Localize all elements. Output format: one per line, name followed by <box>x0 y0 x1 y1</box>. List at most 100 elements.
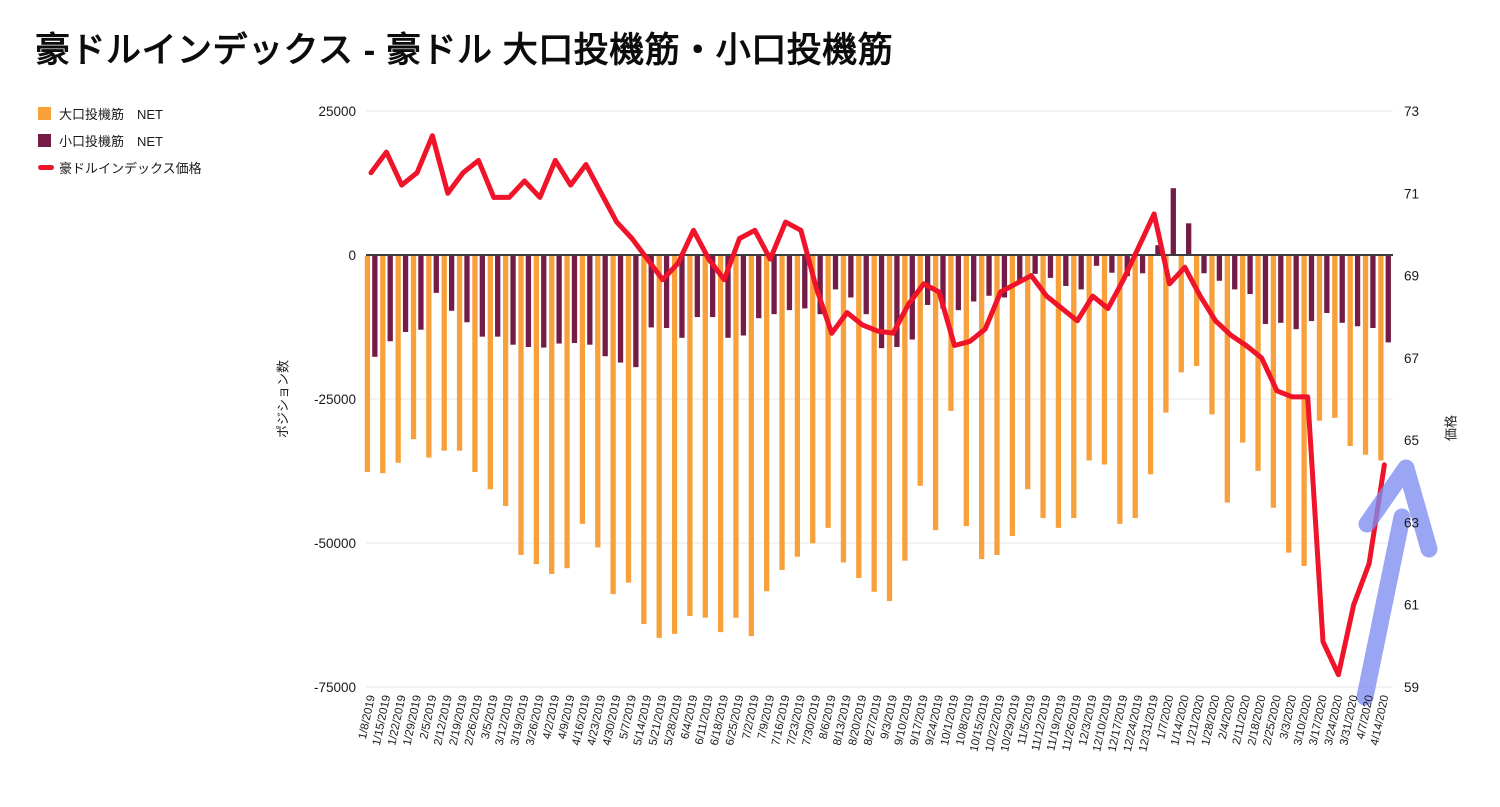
large-spec-bar <box>1025 256 1031 490</box>
small-spec-bar <box>1109 256 1115 273</box>
small-spec-bar <box>1308 256 1315 322</box>
small-spec-bar <box>786 256 793 311</box>
small-spec-bar <box>986 256 992 296</box>
legend-item-large-spec: 大口投機筋 NET <box>38 100 202 127</box>
small-spec-bar <box>648 256 654 328</box>
right-axis-tick-label: 73 <box>1404 104 1419 119</box>
small-spec-bar <box>802 256 808 309</box>
large-spec-bar <box>994 256 1000 555</box>
large-spec-bar <box>1117 256 1123 524</box>
right-axis-tick-label: 69 <box>1404 269 1419 284</box>
large-spec-bar <box>1301 256 1307 566</box>
left-axis-tick-label: -75000 <box>314 680 356 695</box>
large-spec-bar <box>917 256 923 486</box>
large-spec-bar <box>1286 256 1292 553</box>
small-spec-bar <box>740 256 747 336</box>
small-spec-bar <box>556 256 562 344</box>
legend-label: 大口投機筋 NET <box>59 107 164 122</box>
small-spec-bar <box>1093 256 1100 266</box>
large-spec-bar <box>733 256 739 618</box>
large-spec-bar <box>395 256 401 463</box>
small-spec-bar <box>1001 256 1008 298</box>
small-spec-bar <box>433 256 439 293</box>
small-spec-bar <box>1047 256 1054 278</box>
large-spec-bar <box>1209 256 1215 415</box>
small-spec-bar <box>1262 256 1269 324</box>
small-spec-swatch-icon <box>38 134 51 147</box>
small-spec-bar <box>1017 256 1023 282</box>
large-spec-bar <box>641 256 647 625</box>
large-spec-bar <box>656 256 662 638</box>
legend-label: 豪ドルインデックス価格 <box>59 161 202 176</box>
large-spec-bar <box>886 256 893 602</box>
price-line <box>368 133 1387 678</box>
small-spec-bar <box>510 256 516 345</box>
left-axis-tick-label: -25000 <box>314 392 356 407</box>
small-spec-bar <box>387 256 393 342</box>
small-spec-bar <box>418 256 424 330</box>
large-spec-bar <box>502 256 509 506</box>
small-spec-bar <box>1324 256 1330 314</box>
small-spec-bar <box>878 256 885 349</box>
left-axis-tick-label: 25000 <box>318 104 356 119</box>
small-spec-bar <box>694 256 700 318</box>
large-spec-bar <box>717 256 724 633</box>
small-spec-bar <box>663 256 670 328</box>
large-spec-bar <box>579 256 586 524</box>
small-spec-bar <box>971 256 977 302</box>
large-spec-bar <box>1332 256 1338 418</box>
trend-arrow-head <box>1358 459 1438 558</box>
large-spec-bar <box>1362 256 1369 455</box>
large-spec-bar <box>810 256 816 544</box>
large-spec-bar <box>902 256 908 561</box>
large-spec-bar <box>856 256 862 578</box>
small-spec-bar <box>848 256 854 298</box>
small-spec-bar <box>1293 256 1299 330</box>
small-spec-bar <box>1201 256 1207 274</box>
small-spec-bar <box>1063 256 1069 286</box>
small-spec-bar <box>1078 256 1084 290</box>
small-spec-bar <box>525 256 532 348</box>
large-spec-bar <box>1132 256 1138 519</box>
large-spec-bar <box>1040 256 1046 519</box>
right-axis-tick-label: 67 <box>1404 351 1419 366</box>
right-axis-tick-label: 61 <box>1404 598 1419 613</box>
large-spec-bar <box>364 256 371 472</box>
large-spec-bar <box>1224 256 1230 503</box>
large-spec-bar <box>487 256 493 490</box>
small-spec-bar <box>771 256 777 315</box>
large-spec-bar <box>1101 256 1108 465</box>
left-axis-tick-label: -50000 <box>314 536 356 551</box>
large-spec-bar <box>441 256 447 451</box>
small-spec-bar <box>955 256 961 311</box>
large-spec-bar <box>410 256 417 440</box>
large-spec-bar <box>1378 256 1384 461</box>
large-spec-bar <box>764 256 770 592</box>
large-spec-bar <box>794 256 801 557</box>
large-spec-bar <box>748 256 754 637</box>
small-spec-bar <box>817 256 823 315</box>
small-spec-bar <box>1385 256 1391 343</box>
small-spec-bar <box>1354 256 1361 327</box>
large-spec-bar <box>779 256 785 570</box>
large-spec-bar <box>426 256 432 458</box>
large-spec-bar <box>1071 256 1077 519</box>
small-spec-bar <box>602 256 608 357</box>
legend-label: 小口投機筋 NET <box>59 134 164 149</box>
large-spec-bar <box>1086 256 1092 461</box>
page-title: 豪ドルインデックス - 豪ドル 大口投機筋・小口投機筋 <box>35 31 894 70</box>
large-spec-bar <box>1147 256 1154 475</box>
large-spec-bar <box>1193 256 1200 367</box>
large-spec-bar <box>564 256 570 569</box>
trend-arrow-shaft <box>1356 508 1411 706</box>
large-spec-bar <box>671 256 678 634</box>
large-spec-bar <box>456 256 463 451</box>
large-spec-bar <box>687 256 693 616</box>
small-spec-bar <box>479 256 485 337</box>
small-spec-bar <box>1339 256 1345 323</box>
small-spec-bar <box>1370 256 1376 328</box>
small-spec-bar <box>1186 223 1192 255</box>
large-spec-bar <box>625 256 632 583</box>
